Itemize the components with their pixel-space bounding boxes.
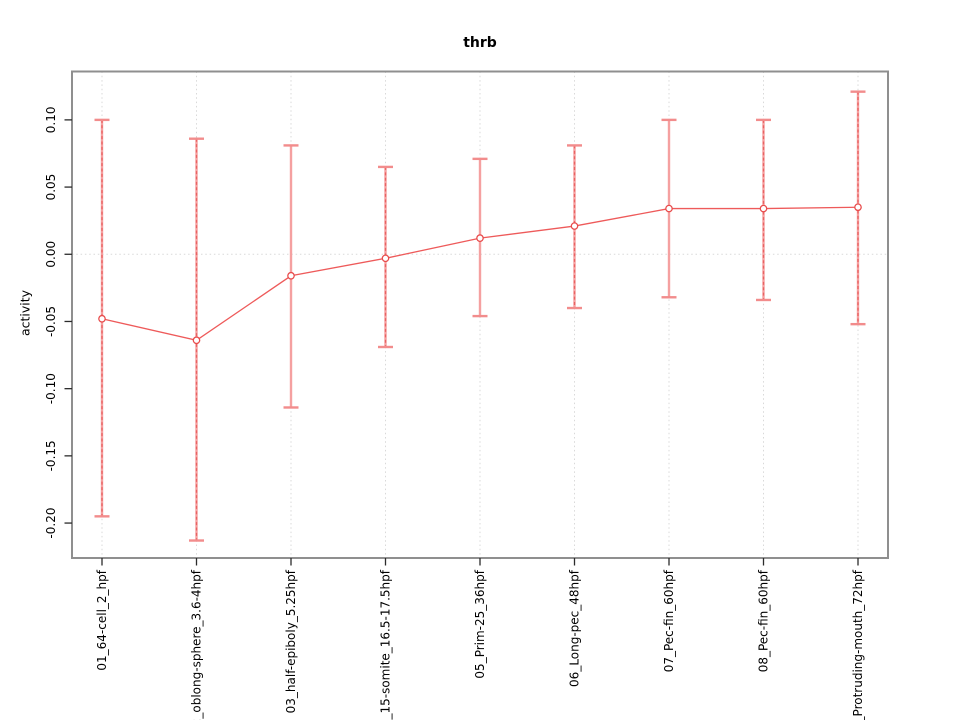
data-point [98, 314, 106, 323]
x-tick-label: 06_Long-pec_48hpf [568, 569, 582, 687]
y-tick-label: 0.05 [44, 174, 58, 201]
y-tick-label: -0.20 [44, 508, 58, 539]
x-tick-label: 07_Pec-fin_60hpf [662, 569, 676, 672]
data-point [854, 203, 862, 212]
x-tick-label: 04_15-somite_16.5-17.5hpf [379, 569, 393, 720]
data-point [476, 234, 484, 242]
data-point [287, 271, 295, 280]
y-tick-label: -0.15 [44, 440, 58, 471]
data-point [759, 204, 768, 213]
x-tick-label: 09_Protruding-mouth_72hpf [851, 569, 865, 720]
data-point [192, 336, 201, 345]
y-tick-label: -0.05 [44, 306, 58, 337]
chart-title: thrb [463, 35, 497, 51]
data-point [570, 222, 579, 230]
x-tick-label: 08_Pec-fin_60hpf [757, 569, 771, 672]
data-point [381, 254, 390, 263]
x-tick-label: 02_oblong-sphere_3.6-4hpf [190, 569, 204, 720]
x-tick-label: 01_64-cell_2_hpf [95, 569, 109, 670]
y-tick-label: -0.10 [44, 373, 58, 404]
data-point [665, 204, 673, 213]
x-tick-label: 05_Prim-25_36hpf [473, 569, 487, 678]
y-tick-label: 0.10 [44, 107, 58, 134]
x-tick-label: 03_half-epiboly_5.25hpf [284, 569, 298, 713]
y-tick-label: 0.00 [44, 241, 58, 268]
